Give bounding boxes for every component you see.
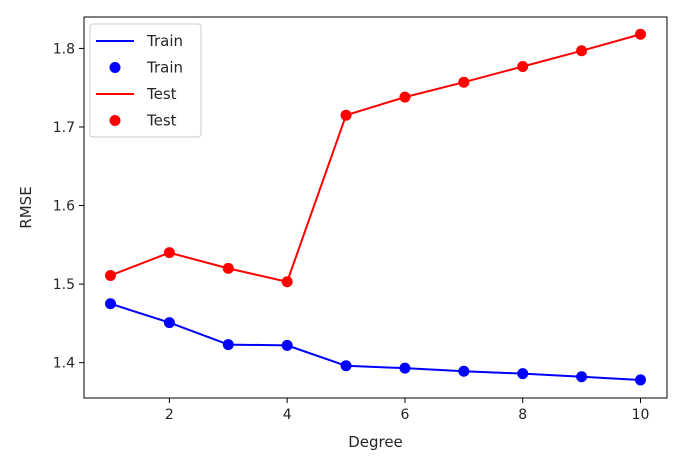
y-axis-ticks: 1.4 1.5 1.6 1.7 1.8 xyxy=(53,41,84,372)
y-tick-label: 1.6 xyxy=(53,199,75,215)
test-series-line xyxy=(110,33,641,283)
x-tick-label: 8 xyxy=(518,407,527,423)
x-tick-label: 4 xyxy=(283,407,292,423)
test-data-point xyxy=(340,109,352,121)
train-data-point xyxy=(576,371,588,383)
legend: Train Train Test Test xyxy=(89,23,202,138)
train-data-point xyxy=(222,339,234,351)
train-data-point xyxy=(163,317,175,329)
y-tick-label: 1.7 xyxy=(53,120,75,136)
legend-dot-icon xyxy=(109,62,121,73)
train-data-point xyxy=(281,339,293,351)
train-data-point xyxy=(635,374,646,386)
test-data-point xyxy=(635,28,646,40)
train-data-point xyxy=(517,368,529,380)
x-tick-label: 2 xyxy=(165,407,174,423)
x-axis-label: Degree xyxy=(348,433,403,451)
axes-frame xyxy=(83,16,668,399)
legend-dot-icon xyxy=(109,115,121,126)
legend-box xyxy=(89,23,202,138)
test-data-point xyxy=(281,276,293,288)
x-axis-ticks: 2 4 6 8 10 xyxy=(165,398,649,423)
test-data-point xyxy=(105,269,116,281)
legend-label: Test xyxy=(146,112,177,130)
train-data-point xyxy=(105,298,116,310)
train-data-point xyxy=(399,362,411,374)
train-series-line xyxy=(110,302,641,381)
test-data-point xyxy=(163,247,175,259)
test-data-point xyxy=(222,262,234,274)
y-tick-label: 1.8 xyxy=(53,41,75,57)
legend-label: Train xyxy=(146,32,183,50)
legend-label: Train xyxy=(146,59,183,77)
test-data-point xyxy=(576,45,588,57)
y-tick-label: 1.4 xyxy=(53,356,75,372)
plot-area xyxy=(105,28,646,386)
test-data-point xyxy=(399,91,411,103)
train-data-point xyxy=(340,360,352,372)
x-tick-label: 6 xyxy=(400,407,409,423)
test-data-point xyxy=(458,76,470,88)
y-axis-label: RMSE xyxy=(17,186,35,228)
test-data-point xyxy=(517,60,529,72)
legend-label: Test xyxy=(146,85,177,103)
y-tick-label: 1.5 xyxy=(53,277,75,293)
x-tick-label: 10 xyxy=(632,407,650,423)
train-data-point xyxy=(458,365,470,377)
